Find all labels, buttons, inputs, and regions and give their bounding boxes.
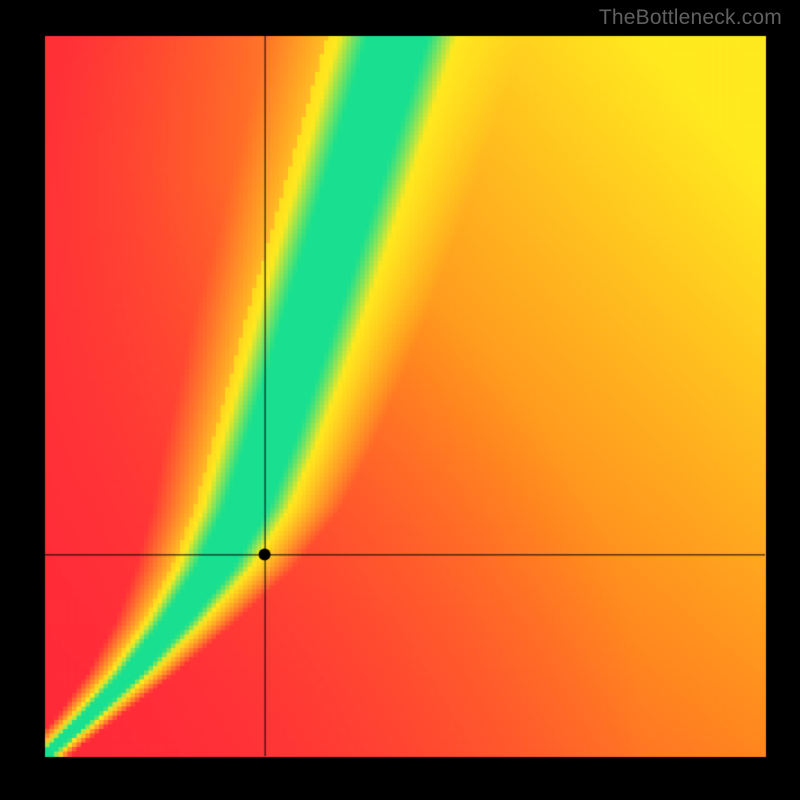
chart-container: TheBottleneck.com	[0, 0, 800, 800]
watermark-text: TheBottleneck.com	[599, 6, 782, 30]
heatmap-canvas	[0, 0, 800, 800]
